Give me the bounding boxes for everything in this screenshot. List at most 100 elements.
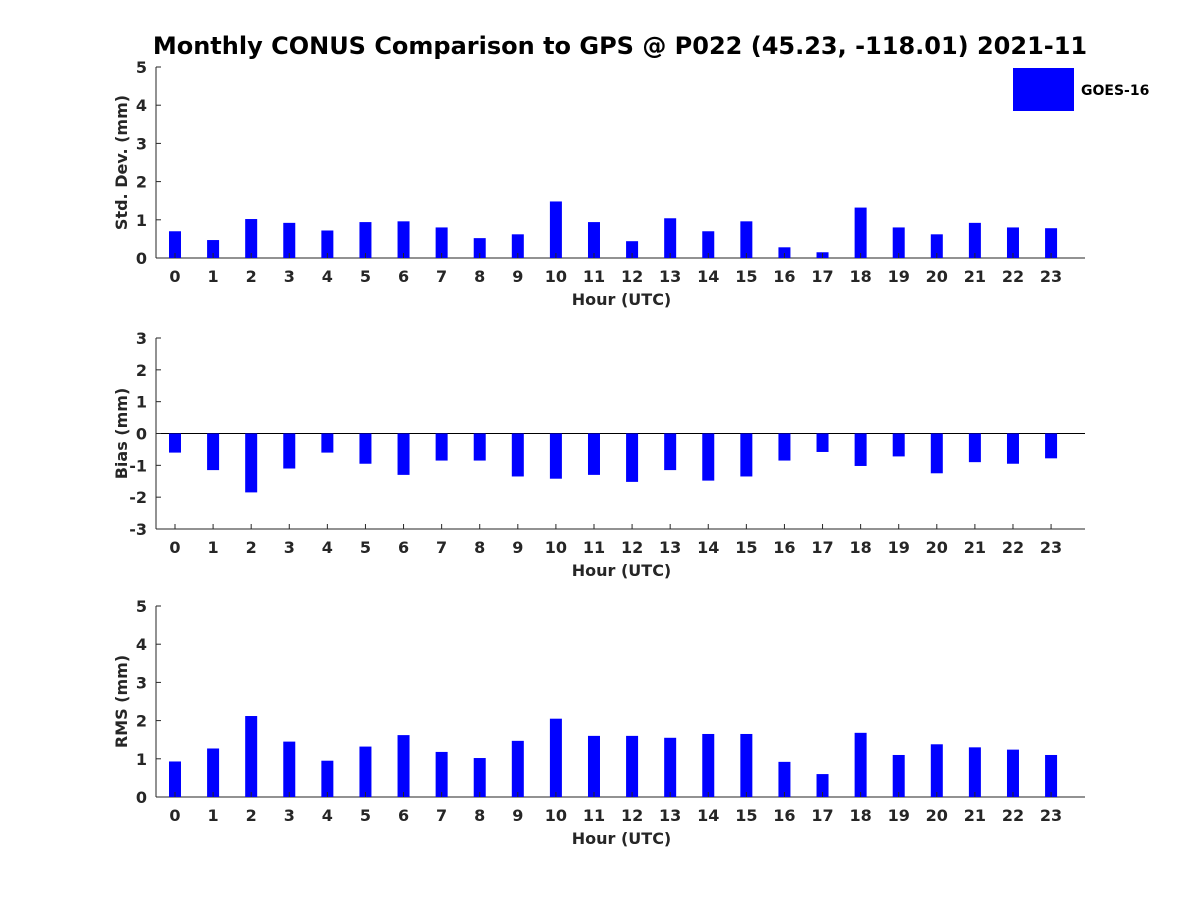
y-tick-label: 2 (136, 173, 147, 192)
bar-hour-6 (397, 433, 410, 475)
x-tick-label: 13 (659, 267, 681, 286)
bar-hour-5 (359, 746, 372, 797)
x-tick-label: 6 (398, 806, 409, 825)
bar-hour-1 (207, 240, 220, 258)
x-tick-label: 20 (926, 267, 948, 286)
bar-hour-8 (473, 433, 486, 461)
bar-hour-14 (702, 733, 715, 797)
bar-hour-6 (397, 735, 410, 797)
bar-hour-20 (930, 744, 943, 797)
bar-hour-9 (511, 234, 524, 258)
x-tick-label: 22 (1002, 806, 1024, 825)
bar-hour-12 (626, 735, 639, 797)
y-tick-label: -2 (129, 488, 147, 507)
bar-hour-3 (283, 433, 296, 469)
bar-hour-0 (169, 433, 181, 453)
x-tick-label: 14 (697, 267, 719, 286)
x-tick-label: 18 (849, 806, 871, 825)
bar-hour-16 (778, 761, 791, 797)
y-tick-label: 2 (136, 712, 147, 731)
x-tick-label: 16 (773, 267, 795, 286)
y-tick-label: -1 (129, 456, 147, 475)
x-tick-label: 21 (964, 806, 986, 825)
bar-hour-8 (473, 238, 486, 258)
bar-hour-20 (930, 234, 943, 258)
x-tick-label: 9 (512, 806, 523, 825)
bar-hour-15 (740, 733, 753, 797)
x-tick-label: 8 (474, 538, 485, 557)
bar-hour-19 (892, 433, 905, 457)
x-tick-label: 19 (888, 538, 910, 557)
x-tick-label: 14 (697, 806, 719, 825)
bar-hour-16 (778, 433, 791, 461)
bar-hour-9 (511, 740, 524, 797)
x-tick-label: 17 (811, 538, 833, 557)
bar-hour-4 (321, 230, 334, 258)
bar-hour-11 (587, 222, 600, 258)
x-tick-label: 9 (512, 538, 523, 557)
bar-hour-16 (778, 247, 791, 258)
bar-hour-22 (1006, 433, 1019, 464)
bar-hour-7 (435, 433, 448, 461)
bar-hour-21 (968, 747, 981, 797)
x-tick-label: 4 (322, 538, 333, 557)
y-tick-label: -3 (129, 520, 147, 539)
y-tick-label: 1 (136, 393, 147, 412)
bar-hour-6 (397, 221, 410, 258)
bar-hour-10 (549, 433, 562, 479)
x-tick-label: 7 (436, 538, 447, 557)
x-tick-label: 9 (512, 267, 523, 286)
y-tick-label: 0 (136, 788, 147, 807)
x-tick-label: 0 (169, 267, 180, 286)
bar-hour-22 (1006, 749, 1019, 797)
x-tick-label: 12 (621, 806, 643, 825)
bar-hour-20 (930, 433, 943, 474)
bar-hour-19 (892, 227, 905, 258)
bar-hour-14 (702, 231, 715, 258)
y-tick-label: 0 (136, 425, 147, 444)
x-tick-label: 10 (545, 267, 567, 286)
x-tick-label: 18 (849, 538, 871, 557)
x-tick-label: 20 (926, 538, 948, 557)
bar-hour-14 (702, 433, 715, 481)
bar-hour-13 (664, 433, 677, 471)
y-tick-label: 5 (136, 58, 147, 77)
bar-hour-5 (359, 222, 372, 258)
x-tick-label: 8 (474, 267, 485, 286)
y-tick-label: 1 (136, 750, 147, 769)
x-tick-label: 11 (583, 806, 605, 825)
bar-hour-15 (740, 221, 753, 258)
y-tick-label: 2 (136, 361, 147, 380)
bar-hour-5 (359, 433, 372, 464)
x-tick-label: 10 (545, 806, 567, 825)
x-tick-label: 11 (583, 267, 605, 286)
y-tick-label: 1 (136, 211, 147, 230)
bar-hour-19 (892, 754, 905, 797)
x-tick-label: 23 (1040, 538, 1062, 557)
bar-hour-13 (664, 737, 677, 797)
bar-hour-12 (626, 241, 639, 258)
x-tick-label: 5 (360, 538, 371, 557)
x-tick-label: 16 (773, 538, 795, 557)
x-tick-label: 8 (474, 806, 485, 825)
x-tick-label: 22 (1002, 538, 1024, 557)
bar-hour-13 (664, 218, 677, 258)
x-tick-label: 15 (735, 267, 757, 286)
x-tick-label: 21 (964, 267, 986, 286)
y-tick-label: 0 (136, 249, 147, 268)
x-tick-label: 11 (583, 538, 605, 557)
x-tick-label: 10 (545, 538, 567, 557)
bar-hour-4 (321, 760, 334, 797)
y-axis-label: Bias (mm) (112, 388, 131, 480)
bar-hour-18 (854, 433, 867, 466)
x-tick-label: 17 (811, 267, 833, 286)
bar-hour-11 (587, 735, 600, 797)
bar-hour-18 (854, 207, 867, 258)
y-tick-label: 4 (136, 96, 147, 115)
x-tick-label: 1 (208, 538, 219, 557)
